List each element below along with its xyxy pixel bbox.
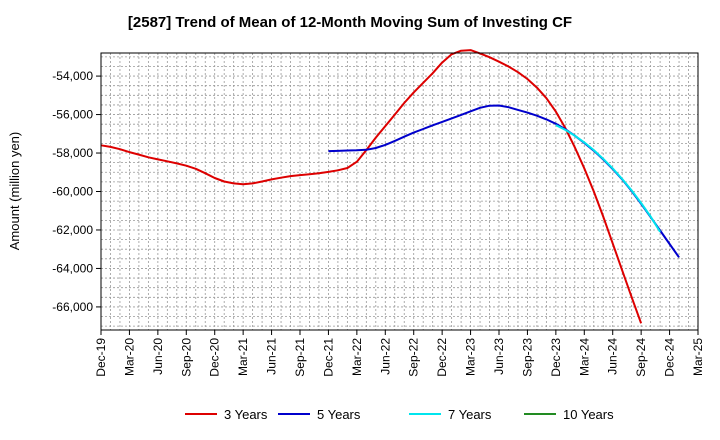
y-tick-label: -56,000 [52,108,93,122]
x-tick-label: Jun-23 [492,338,506,375]
series-line-7-years [555,124,661,233]
x-tick-label: Mar-20 [122,338,136,376]
legend-label: 7 Years [448,407,492,422]
legend-label: 10 Years [563,407,614,422]
x-tick-label: Dec-22 [435,338,449,377]
x-tick-label: Dec-19 [94,338,108,377]
x-tick-label: Mar-22 [350,338,364,376]
x-tick-label: Mar-24 [577,338,591,376]
y-tick-label: -54,000 [52,69,93,83]
x-tick-label: Dec-24 [663,338,677,377]
y-tick-label: -64,000 [52,261,93,275]
y-tick-label: -62,000 [52,223,93,237]
y-tick-label: -60,000 [52,185,93,199]
y-tick-label: -66,000 [52,300,93,314]
x-tick-label: Sep-20 [179,338,193,377]
x-tick-label: Jun-20 [151,338,165,375]
x-tick-label: Mar-25 [691,338,705,376]
x-ticks-layer: Dec-19 Mar-20 Jun-20 Sep-20 Dec-20 Mar-21 Jun-… [94,330,705,377]
x-tick-label: Sep-23 [520,338,534,377]
x-tick-label: Dec-21 [321,338,335,377]
legend: 3 Years 5 Years 7 Years 10 Years [185,407,614,422]
x-tick-label: Jun-22 [378,338,392,375]
x-tick-label: Sep-22 [407,338,421,377]
x-tick-label: Sep-24 [634,338,648,377]
series-line-3-years [100,49,643,324]
x-tick-label: Dec-23 [549,338,563,377]
grid-layer [101,53,698,330]
y-ticks-layer: -54,000 -56,000 -58,000 -60,000 -62,000 -64,0… [52,69,101,314]
legend-label: 3 Years [224,407,268,422]
x-tick-label: Sep-21 [293,338,307,377]
chart-title: [2587] Trend of Mean of 12-Month Moving … [128,14,572,31]
y-tick-label: -58,000 [52,146,93,160]
x-tick-label: Dec-20 [208,338,222,377]
x-tick-label: Mar-23 [464,338,478,376]
y-axis-label: Amount (million yen) [7,132,22,251]
series-layer [100,49,680,324]
series-line-5-years [328,104,680,258]
x-tick-label: Jun-24 [606,338,620,375]
legend-label: 5 Years [317,407,361,422]
x-tick-label: Mar-21 [236,338,250,376]
x-tick-label: Jun-21 [265,338,279,375]
